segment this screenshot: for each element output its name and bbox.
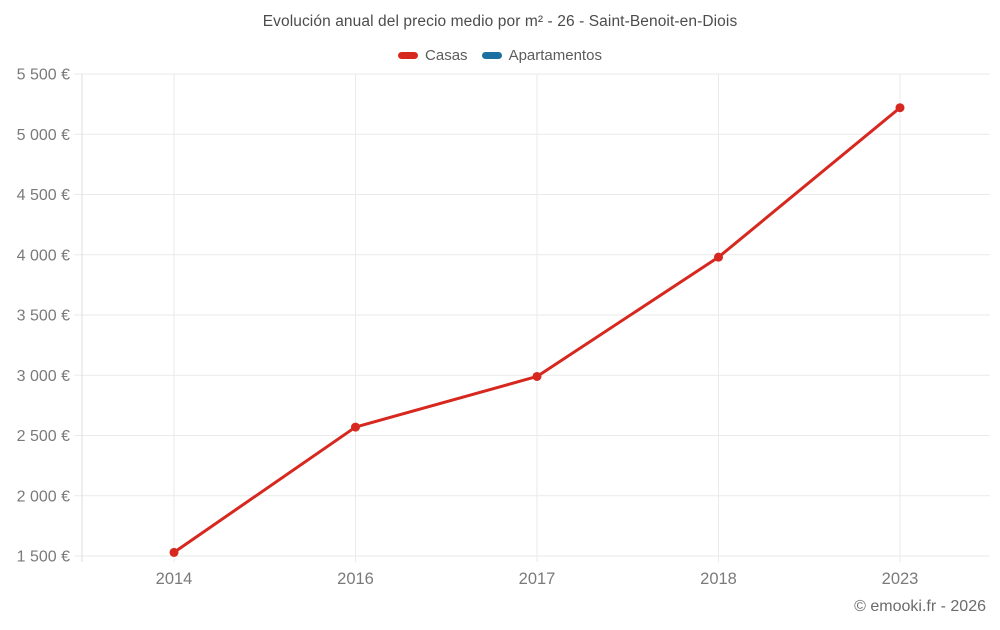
y-axis-tick-label: 2 000 € bbox=[17, 488, 70, 505]
chart-title: Evolución anual del precio medio por m² … bbox=[262, 13, 738, 30]
footer-credit: © emooki.fr - 2026 bbox=[854, 598, 986, 615]
data-point-casas[interactable] bbox=[351, 422, 360, 432]
y-axis-tick-label: 4 000 € bbox=[17, 247, 70, 264]
x-axis-tick-label: 2014 bbox=[156, 570, 193, 588]
y-axis-tick-label: 5 500 € bbox=[17, 67, 70, 84]
data-point-casas[interactable] bbox=[169, 547, 179, 557]
data-point-casas[interactable] bbox=[895, 103, 905, 113]
x-axis-tick-label: 2018 bbox=[700, 570, 737, 588]
y-axis-tick-label: 4 500 € bbox=[17, 187, 70, 204]
data-point-casas[interactable] bbox=[714, 252, 723, 262]
legend-item-apartamentos[interactable]: Apartamentos bbox=[481, 47, 602, 64]
legend-marker-casas-icon bbox=[398, 52, 419, 59]
data-point-casas[interactable] bbox=[532, 371, 542, 381]
x-axis-tick-label: 2023 bbox=[882, 570, 919, 588]
x-axis-tick-label: 2017 bbox=[519, 570, 556, 588]
y-axis-tick-label: 5 000 € bbox=[17, 127, 70, 144]
legend-label-apartamentos: Apartamentos bbox=[508, 47, 602, 64]
chart-legend: Casas Apartamentos bbox=[0, 47, 1000, 64]
x-axis-tick-label: 2016 bbox=[337, 570, 374, 588]
legend-item-casas[interactable]: Casas bbox=[398, 47, 468, 64]
y-axis-tick-label: 3 000 € bbox=[17, 368, 70, 385]
y-axis-tick-label: 3 500 € bbox=[17, 308, 70, 325]
legend-label-casas: Casas bbox=[425, 47, 468, 64]
y-axis-tick-label: 1 500 € bbox=[17, 549, 70, 566]
legend-marker-apartamentos-icon bbox=[481, 52, 502, 59]
y-axis-tick-label: 2 500 € bbox=[17, 428, 70, 445]
